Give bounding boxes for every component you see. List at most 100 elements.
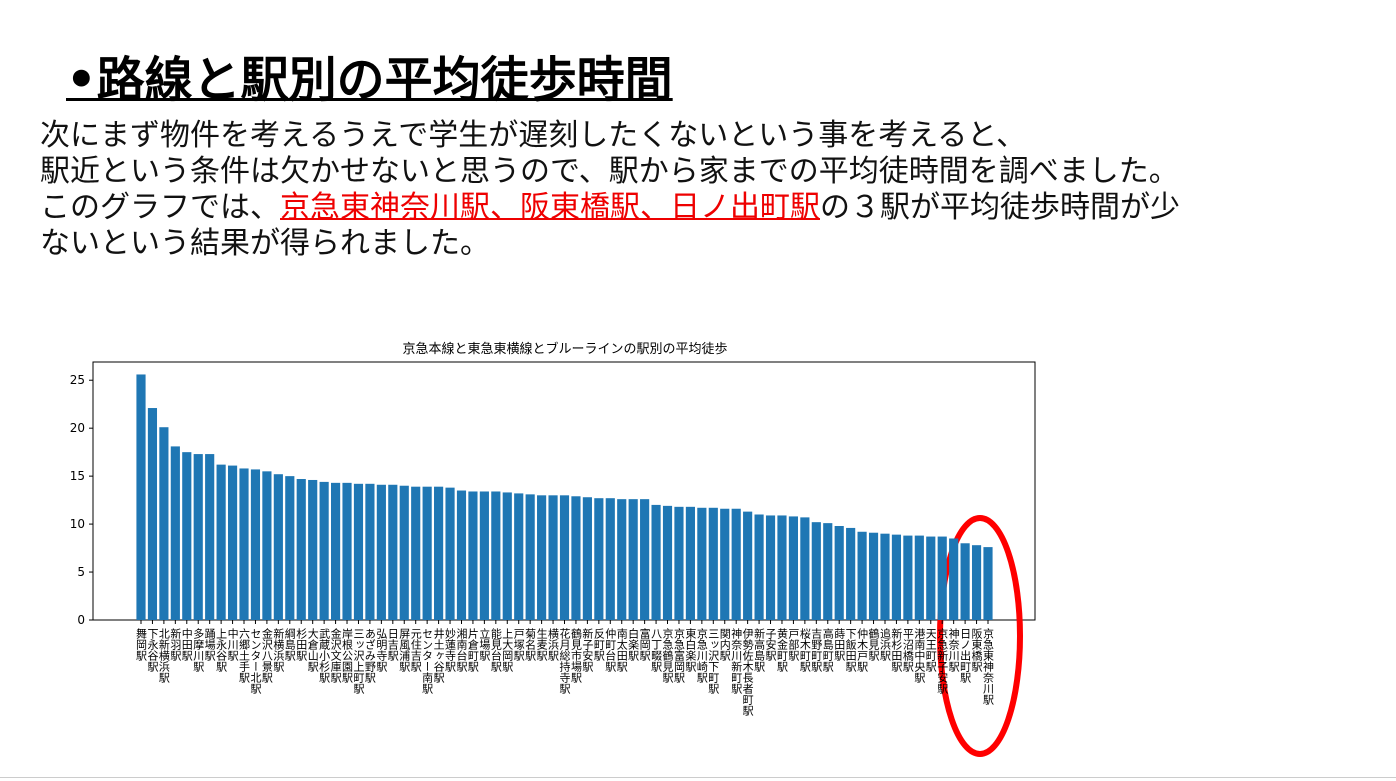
bar	[662, 505, 673, 620]
x-tick-label: 横浜駅	[547, 627, 560, 662]
x-tick-label: 三ッ沢下町駅	[707, 628, 720, 695]
x-tick-label: 京急東神奈川駅	[982, 627, 995, 706]
bar	[811, 522, 821, 620]
x-tick-label: 妙蓮寺駅	[444, 627, 457, 673]
bar	[365, 483, 375, 620]
bar	[170, 446, 180, 620]
bar	[525, 494, 535, 620]
x-tick-label: 杉田駅	[295, 627, 308, 662]
bar	[205, 454, 215, 620]
x-tick-label: 多摩川駅	[192, 627, 205, 673]
x-tick-label: 吉野町駅	[810, 628, 823, 673]
x-tick-label: 戸部駅	[787, 628, 800, 662]
x-tick-label: 仲木戸駅	[856, 627, 869, 673]
bar	[147, 408, 158, 620]
x-tick-label: 仲町台駅	[604, 627, 617, 673]
bar	[468, 491, 478, 620]
x-tick-label: 新子安駅	[581, 627, 594, 673]
x-tick-label: 舞岡駅	[135, 628, 148, 662]
bar	[273, 474, 283, 620]
chart-title: 京急本線と東急東横線とブルーラインの駅別の平均徒歩	[402, 341, 727, 357]
x-tick-label: 新高島駅	[753, 627, 766, 673]
highlight: 京急東神奈川駅、阪東橋駅、日ノ出町駅	[280, 190, 820, 225]
bar	[640, 499, 650, 620]
bar	[136, 374, 146, 620]
x-tick-label: 関内駅	[718, 628, 731, 662]
bar	[971, 545, 982, 620]
bar	[937, 536, 947, 620]
x-tick-label: 菊名駅	[524, 628, 537, 662]
x-tick-label: 蒔田駅	[833, 628, 846, 662]
bar	[285, 476, 295, 620]
bar	[823, 523, 833, 620]
x-tick-label: 高島町駅	[821, 627, 834, 673]
bar	[857, 531, 867, 620]
x-tick-label: 平沼橋駅	[901, 628, 914, 673]
divider	[0, 777, 1396, 778]
x-tick-label: 日ノ出町駅	[959, 628, 972, 684]
x-tick-label: 桜木町駅	[798, 627, 811, 673]
x-tick-label: 港南中央駅	[913, 628, 926, 684]
y-tick-label: 25	[70, 373, 85, 387]
x-tick-label: 黄金町駅	[775, 627, 788, 673]
bar	[548, 495, 558, 620]
bar	[456, 490, 467, 620]
bar	[411, 486, 421, 620]
text-line: 次にまず物件を考えるうえで学生が遅刻したくないという事を考えると、	[40, 118, 1027, 153]
bar	[788, 516, 798, 620]
bar	[353, 483, 364, 620]
x-tick-label: 日吉駅	[386, 628, 399, 662]
x-tick-label: 大倉山駅	[306, 627, 319, 673]
x-tick-label: 鶴見市場駅	[569, 627, 582, 684]
x-tick-label: 踊場駅	[203, 628, 216, 662]
x-tick-label: あざみ野駅	[363, 628, 376, 684]
bar	[216, 464, 226, 620]
x-tick-label: 反町駅	[592, 628, 605, 662]
x-tick-label: 子安駅	[764, 628, 777, 662]
bar	[376, 484, 386, 620]
x-tick-label: 中川駅	[226, 628, 239, 662]
text: このグラフでは、	[40, 190, 280, 225]
x-tick-label: 新羽駅	[169, 627, 182, 662]
bar	[434, 486, 444, 620]
bar	[605, 498, 615, 620]
x-tick-label: 鶴見駅	[867, 627, 880, 662]
x-tick-label: 阪東橋駅	[970, 627, 983, 673]
x-tick-label: 屏風浦駅	[398, 628, 411, 673]
x-tick-label: 岸根公園駅	[341, 628, 354, 684]
bar	[800, 517, 810, 620]
x-tick-label: 八丁畷駅	[650, 628, 663, 673]
bar	[708, 507, 718, 620]
text-line: 駅近という条件は欠かせないと思うので、駅から家までの平均徒時間を調べました。	[40, 154, 1179, 189]
bar	[685, 506, 695, 620]
x-tick-label: 京急川崎駅	[695, 627, 708, 684]
bar	[571, 496, 581, 620]
bar	[399, 485, 409, 620]
bar	[159, 427, 169, 620]
bar	[582, 497, 592, 620]
x-tick-label: 天王町駅	[924, 628, 937, 673]
x-tick-label: 下飯田駅	[844, 628, 857, 673]
body-text: 次にまず物件を考えるうえで学生が遅刻したくないという事を考えると、 駅近という条…	[40, 118, 1180, 262]
x-tick-label: 立場駅	[478, 627, 491, 662]
bar	[388, 484, 398, 620]
x-tick-label: 湘南台駅	[455, 627, 468, 673]
bar	[319, 481, 329, 620]
x-tick-label: 弘明寺駅	[375, 628, 388, 673]
y-tick-label: 20	[70, 421, 85, 435]
x-tick-label: 生麦駅	[535, 627, 548, 662]
bar	[182, 452, 192, 620]
x-tick-label: 上永谷駅	[215, 628, 228, 673]
bar	[720, 508, 730, 620]
y-tick-label: 5	[77, 565, 85, 579]
text-line: ないという結果が得られました。	[40, 226, 490, 261]
bar	[239, 468, 249, 620]
x-tick-label: 六郷土手駅	[238, 628, 251, 684]
x-tick-label: 新横浜駅	[272, 627, 285, 673]
x-tick-label: 南太田駅	[615, 628, 628, 673]
bar	[594, 498, 604, 620]
bar	[250, 469, 261, 620]
bar	[445, 487, 455, 620]
bar	[914, 535, 924, 620]
y-tick-label: 15	[70, 469, 85, 483]
